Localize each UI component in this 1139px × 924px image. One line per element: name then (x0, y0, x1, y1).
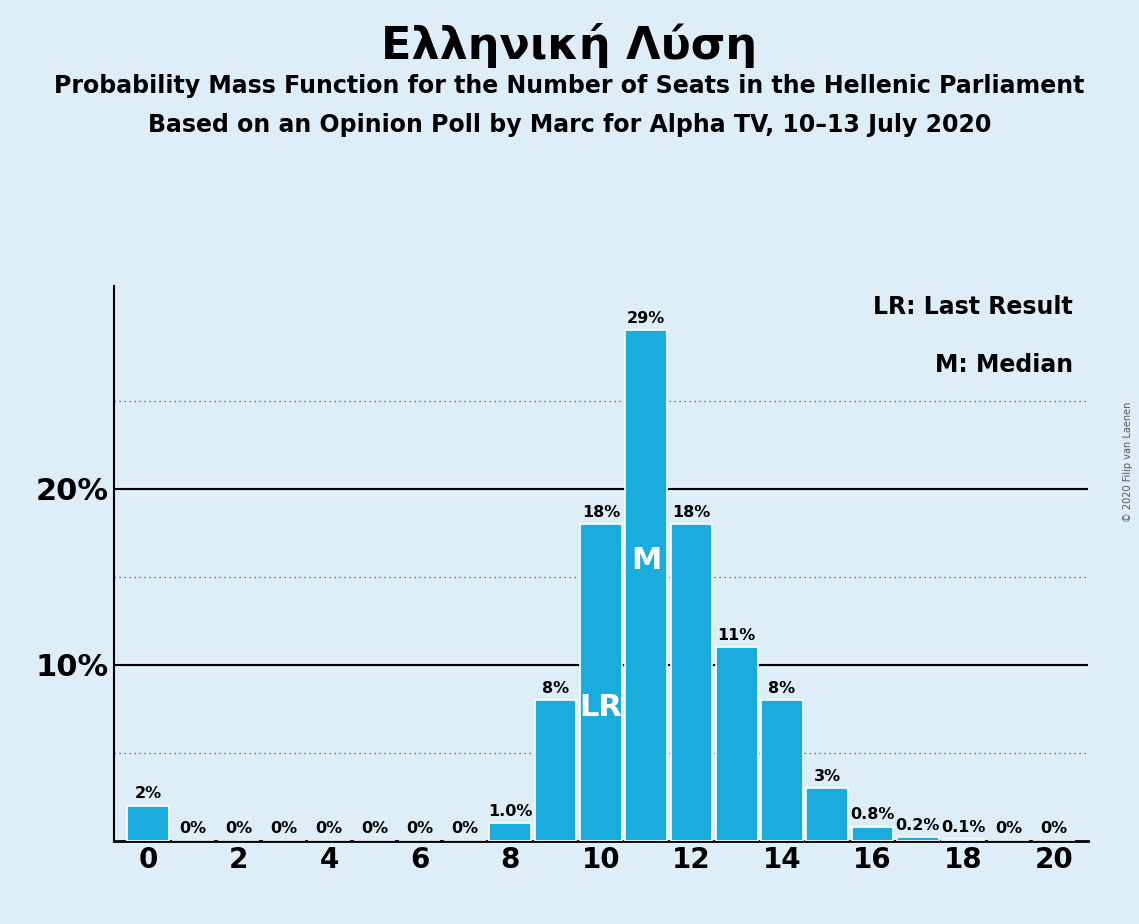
Bar (761, 700, 803, 841)
Bar (671, 524, 712, 841)
Text: LR: LR (580, 693, 622, 723)
Text: 1.0%: 1.0% (487, 804, 532, 819)
Text: 0.1%: 0.1% (941, 820, 985, 834)
Text: 0%: 0% (451, 821, 478, 836)
Text: 18%: 18% (672, 505, 711, 519)
Text: 11%: 11% (718, 627, 756, 643)
Text: 0%: 0% (316, 821, 343, 836)
Text: Ελληνική Λύση: Ελληνική Λύση (382, 23, 757, 68)
Text: Probability Mass Function for the Number of Seats in the Hellenic Parliament: Probability Mass Function for the Number… (55, 74, 1084, 98)
Text: M: Median: M: Median (935, 353, 1073, 377)
Bar (898, 837, 939, 841)
Text: 18%: 18% (582, 505, 620, 519)
Text: M: M (631, 545, 662, 575)
Bar (580, 524, 622, 841)
Bar (128, 806, 169, 841)
Bar (852, 827, 893, 841)
Text: 0%: 0% (1040, 821, 1067, 836)
Text: 0%: 0% (407, 821, 433, 836)
Text: 0%: 0% (994, 821, 1022, 836)
Text: 0%: 0% (361, 821, 388, 836)
Text: Based on an Opinion Poll by Marc for Alpha TV, 10–13 July 2020: Based on an Opinion Poll by Marc for Alp… (148, 113, 991, 137)
Text: 0.2%: 0.2% (895, 818, 940, 833)
Text: LR: Last Result: LR: Last Result (874, 295, 1073, 319)
Bar (942, 839, 984, 841)
Text: © 2020 Filip van Laenen: © 2020 Filip van Laenen (1123, 402, 1133, 522)
Text: 0%: 0% (270, 821, 297, 836)
Text: 2%: 2% (134, 786, 162, 801)
Bar (490, 823, 531, 841)
Bar (716, 647, 757, 841)
Text: 8%: 8% (769, 681, 795, 696)
Text: 0%: 0% (180, 821, 207, 836)
Text: 29%: 29% (626, 311, 665, 326)
Bar (806, 788, 849, 841)
Text: 0%: 0% (224, 821, 252, 836)
Text: 8%: 8% (542, 681, 570, 696)
Text: 0.8%: 0.8% (851, 808, 895, 822)
Text: 3%: 3% (813, 769, 841, 784)
Bar (625, 331, 667, 841)
Bar (534, 700, 576, 841)
